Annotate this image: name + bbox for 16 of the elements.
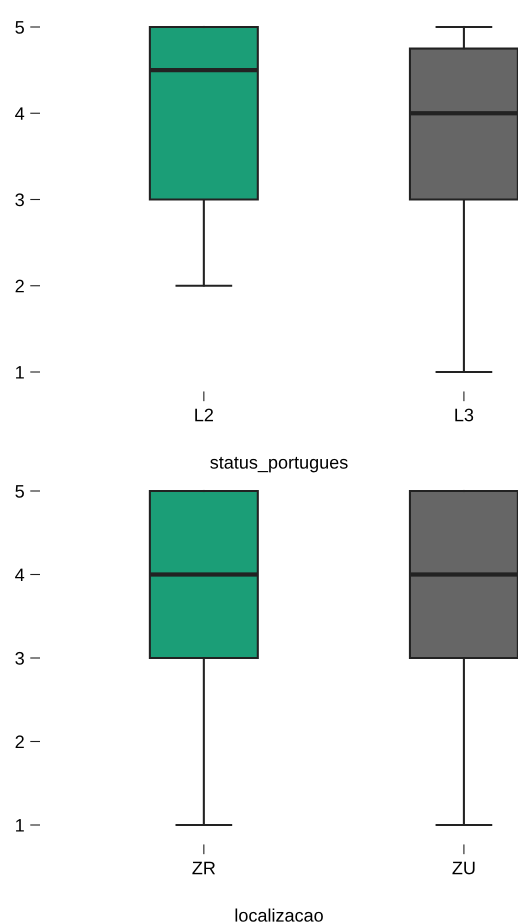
x-tick-label: L3 <box>455 408 474 422</box>
y-tick-label: 5 <box>15 21 24 34</box>
y-tick-label: 4 <box>15 107 24 120</box>
y-tick-label: 2 <box>16 735 24 748</box>
y-tick-label: 4 <box>15 568 24 582</box>
y-tick-label: 2 <box>16 280 24 292</box>
x-axis-title: status_portugues <box>210 456 348 472</box>
y-tick-label: 1 <box>16 819 24 832</box>
x-tick-label: ZU <box>452 862 475 874</box>
y-tick-label: 5 <box>15 485 24 498</box>
x-tick-label: L2 <box>195 408 213 422</box>
y-tick-label: 3 <box>15 193 24 206</box>
y-tick-label: 3 <box>15 652 24 665</box>
x-tick-label: ZR <box>192 862 216 874</box>
y-tick-label: 1 <box>16 366 24 379</box>
x-axis-title: localizacao <box>236 908 323 922</box>
